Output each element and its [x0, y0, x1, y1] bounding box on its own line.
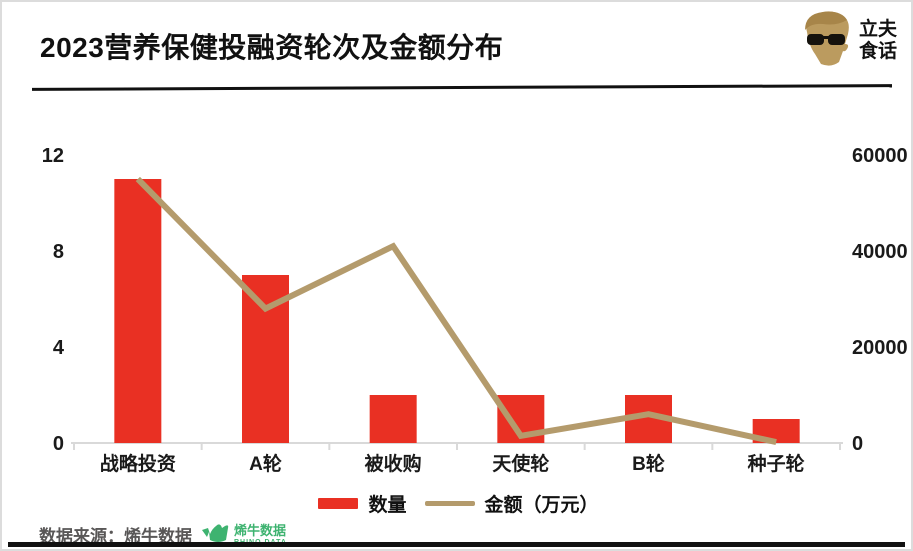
brand-name-line2: 食话	[858, 40, 897, 62]
rhino-icon	[200, 520, 230, 549]
right-axis-label: 60000	[852, 145, 908, 167]
left-axis-label: 8	[53, 241, 64, 263]
page-title: 2023营养保健投融资轮次及金额分布	[40, 32, 504, 63]
category-label: B轮	[632, 452, 665, 475]
bar-被收购	[369, 395, 417, 443]
right-axis-label: 40000	[852, 241, 908, 263]
rhino-logo-cn: 烯牛数据	[234, 522, 287, 538]
legend-item-amount: 金额（万元）	[424, 490, 599, 517]
amount-line	[135, 176, 777, 445]
chart-svg: 0 4 8 12 0 20000 40000 60000 战略投资 A轮 被收购 天使轮 B轮 种子轮	[42, 145, 908, 475]
category-label: 战略投资	[100, 452, 176, 475]
left-axis-label: 4	[53, 337, 65, 359]
right-axis-label: 0	[852, 433, 863, 455]
category-label: 种子轮	[747, 452, 805, 475]
legend-label-amount: 金额（万元）	[484, 495, 599, 516]
left-axis-label: 0	[53, 433, 64, 455]
brand-name: 立夫 食话	[859, 19, 897, 63]
right-axis-label: 20000	[852, 337, 908, 359]
bottom-rule	[8, 542, 905, 547]
chart-legend: 数量 金额（万元）	[2, 490, 911, 517]
line-series-swatch	[424, 501, 475, 506]
face-with-sunglasses-icon	[801, 10, 853, 71]
left-axis-label: 12	[42, 145, 64, 167]
brand-logo: 立夫 食话	[801, 10, 897, 71]
bar-战略投资	[114, 179, 162, 443]
title-divider	[31, 84, 893, 91]
category-label: A轮	[249, 452, 282, 475]
bar-series-swatch	[318, 498, 359, 509]
brand-name-line1: 立夫	[858, 18, 897, 40]
category-label: 被收购	[365, 452, 422, 475]
data-source-text: 数据来源：烯牛数据	[39, 527, 192, 546]
legend-label-count: 数量	[368, 495, 407, 516]
category-label: 天使轮	[492, 452, 549, 475]
legend-item-count: 数量	[318, 490, 407, 517]
